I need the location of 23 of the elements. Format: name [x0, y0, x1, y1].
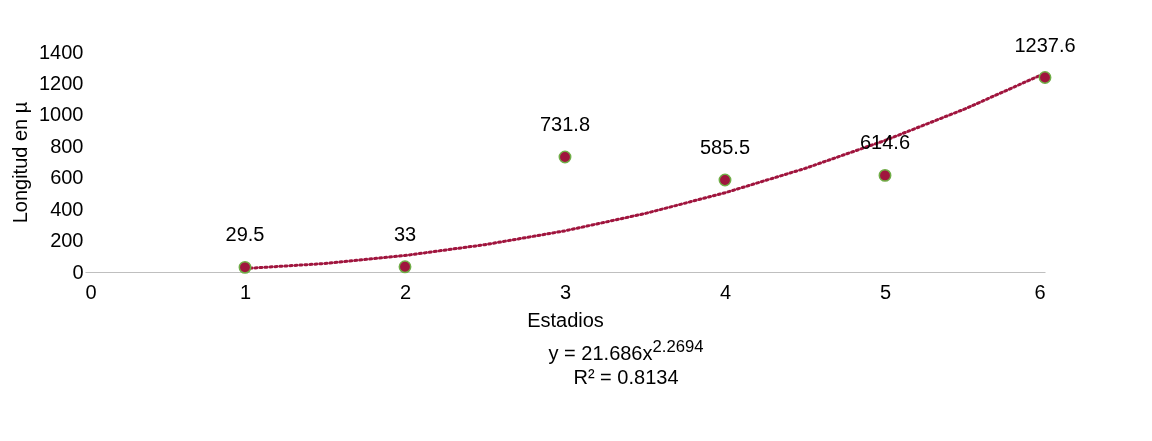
data-label: 29.5 [225, 223, 265, 246]
y-tick-label: 1000 [39, 103, 84, 126]
text: R² = 0.8134 [572, 364, 680, 389]
x-tick-label: 5 [879, 280, 892, 303]
x-tick-label: 6 [1034, 280, 1046, 303]
y-axis-title: Longitud en µ [9, 101, 32, 224]
y-tick-label: 0 [72, 260, 84, 283]
data-label: 731.8 [539, 113, 591, 135]
x-tick-label: 2 [399, 280, 412, 303]
y-tick-label: 600 [50, 166, 84, 189]
data-label: 1237.6 [1014, 33, 1076, 56]
data-label: 33 [393, 222, 417, 245]
x-axis-title: Estadios [527, 308, 604, 331]
y-tick-label: 1400 [39, 40, 84, 63]
x-tick-label: 1 [239, 280, 252, 303]
y-tick-label: 400 [50, 197, 84, 220]
y-tick-label: 800 [50, 134, 84, 157]
y-tick-label: 200 [50, 229, 84, 252]
text: y = 21.686x$^{2.2694}$ [547, 336, 705, 365]
y-tick-label: 1200 [39, 71, 84, 94]
x-tick-label: 3 [559, 280, 572, 303]
x-tick-label: 4 [719, 280, 732, 303]
data-label: 585.5 [699, 135, 751, 158]
